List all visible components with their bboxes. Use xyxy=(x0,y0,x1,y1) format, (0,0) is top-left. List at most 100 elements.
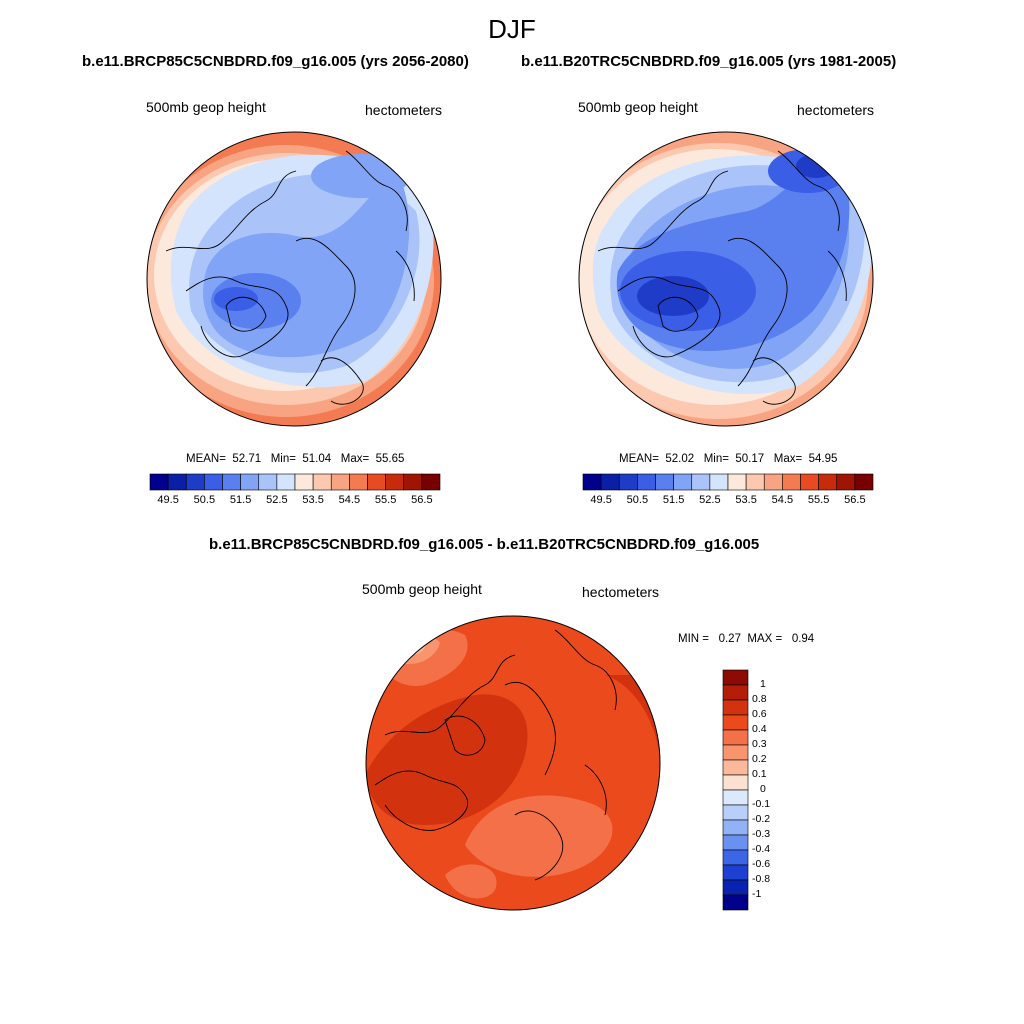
colorbar-swatch xyxy=(722,849,749,866)
colorbar-level-label: -0.3 xyxy=(752,828,771,840)
colorbar-swatch xyxy=(222,473,241,491)
colorbar-ticks-historical: 49.5 50.5 51.5 52.5 53.5 54.5 55.5 56.5 xyxy=(583,494,873,508)
colorbar-level-label: 0.6 xyxy=(752,708,767,720)
panel-title-future: b.e11.BRCP85C5CNBDRD.f09_g16.005 (yrs 20… xyxy=(82,53,469,70)
colorbar-tick-label: 53.5 xyxy=(735,494,757,506)
map-field-band xyxy=(395,633,425,656)
map-field-band xyxy=(366,694,528,825)
coastlines xyxy=(165,150,415,405)
colorbar-tick-label: 54.5 xyxy=(771,494,794,506)
mean-value: 52.02 xyxy=(665,453,695,465)
colorbar-level-label: 0.4 xyxy=(752,723,767,735)
colorbar-tick-label: 55.5 xyxy=(374,494,397,506)
colorbar-level-label: 1 xyxy=(760,678,766,690)
max-value: 54.95 xyxy=(808,453,838,465)
min-label: Min= xyxy=(270,453,296,465)
map-field-band xyxy=(311,154,411,198)
min-label: MIN = xyxy=(678,633,709,645)
colorbar-swatch xyxy=(722,699,749,716)
colorbar-tick-label: 49.5 xyxy=(590,494,612,506)
colorbar-swatch xyxy=(403,473,423,491)
colorbar-labels-difference: 1 0.8 0.6 0.4 0.3 0.2 0.1 0 -0.1 -0.2 -0.3 -0.4 -0.6… xyxy=(752,670,812,910)
colorbar-swatch xyxy=(149,473,169,491)
colorbar-level-label: -0.6 xyxy=(752,858,771,870)
mean-label: MEAN= xyxy=(186,453,226,465)
panel-units-label: hectometers xyxy=(365,102,443,118)
min-value: 50.17 xyxy=(735,453,765,465)
colorbar-swatch xyxy=(185,473,205,491)
colorbar-swatch xyxy=(722,834,749,851)
colorbar-level-label: -0.2 xyxy=(752,813,771,825)
colorbar-swatch xyxy=(836,473,856,491)
max-value: 0.94 xyxy=(791,633,815,645)
mean-value: 52.71 xyxy=(232,453,262,465)
colorbar-tick-label: 51.5 xyxy=(229,494,252,506)
colorbar-level-label: 0 xyxy=(760,783,766,795)
colorbar-swatch xyxy=(722,759,749,776)
map-field-band xyxy=(465,795,613,877)
mean-label: MEAN= xyxy=(619,453,659,465)
max-label: MAX = xyxy=(747,633,783,645)
panel-stats-future: MEAN= 52.71 Min= 51.04 Max= 55.65 xyxy=(186,453,404,465)
colorbar-historical xyxy=(582,473,874,491)
colorbar-swatch xyxy=(722,669,749,686)
polar-map-historical xyxy=(578,131,874,427)
colorbar-swatch xyxy=(167,473,187,491)
colorbar-tick-label: 52.5 xyxy=(266,494,288,506)
colorbar-future xyxy=(149,473,441,491)
colorbar-level-label: 0.3 xyxy=(752,738,767,750)
map-field-band xyxy=(637,276,709,316)
colorbar-tick-label: 51.5 xyxy=(662,494,685,506)
colorbar-swatch xyxy=(722,774,749,791)
colorbar-swatch xyxy=(240,473,260,491)
max-label: Max= xyxy=(340,453,370,465)
colorbar-swatch xyxy=(385,473,405,491)
polar-map-difference xyxy=(365,615,661,911)
colorbar-swatch xyxy=(854,473,874,491)
colorbar-swatch xyxy=(722,864,749,881)
colorbar-swatch xyxy=(655,473,674,491)
colorbar-tick-label: 54.5 xyxy=(338,494,361,506)
colorbar-swatch xyxy=(582,473,602,491)
colorbar-ticks-future: 49.5 50.5 51.5 52.5 53.5 54.5 55.5 56.5 xyxy=(150,494,440,508)
colorbar-level-label: -0.4 xyxy=(752,843,771,855)
colorbar-swatch xyxy=(618,473,638,491)
coastlines xyxy=(597,150,847,405)
figure-title: DJF xyxy=(488,14,536,44)
map-boundary xyxy=(578,131,874,427)
panel-variable-label: 500mb geop height xyxy=(578,99,698,115)
min-value: 0.27 xyxy=(718,633,741,645)
map-boundary xyxy=(365,615,661,911)
colorbar-swatch xyxy=(349,473,368,491)
panel-stats-difference: MIN = 0.27 MAX = 0.94 xyxy=(678,633,814,645)
colorbar-swatch xyxy=(722,684,749,701)
colorbar-swatch xyxy=(763,473,783,491)
panel-title-historical: b.e11.B20TRC5CNBDRD.f09_g16.005 (yrs 198… xyxy=(521,53,897,70)
colorbar-level-label: -0.1 xyxy=(752,798,771,810)
colorbar-swatch xyxy=(800,473,819,491)
colorbar-swatch xyxy=(709,473,729,491)
panel-stats-historical: MEAN= 52.02 Min= 50.17 Max= 54.95 xyxy=(619,453,837,465)
colorbar-level-label: -0.8 xyxy=(752,873,771,885)
map-field-band xyxy=(214,287,258,311)
colorbar-swatch xyxy=(312,473,332,491)
colorbar-swatch xyxy=(722,804,749,821)
colorbar-swatch xyxy=(722,789,749,806)
colorbar-level-label: 0.8 xyxy=(752,693,767,705)
colorbar-swatch xyxy=(276,473,296,491)
panel-units-label: hectometers xyxy=(797,102,875,118)
panel-variable-label: 500mb geop height xyxy=(146,99,266,115)
map-field-band xyxy=(366,815,660,910)
max-label: Max= xyxy=(773,453,803,465)
colorbar-swatch xyxy=(637,473,656,491)
panel-units-label: hectometers xyxy=(582,584,660,600)
panel-title-difference: b.e11.BRCP85C5CNBDRD.f09_g16.005 - b.e11… xyxy=(209,536,760,553)
colorbar-swatch xyxy=(782,473,801,491)
colorbar-swatch xyxy=(722,819,749,836)
colorbar-tick-label: 49.5 xyxy=(157,494,179,506)
colorbar-swatch xyxy=(258,473,278,491)
polar-map-future xyxy=(146,131,442,427)
colorbar-tick-label: 55.5 xyxy=(807,494,830,506)
colorbar-swatch xyxy=(600,473,620,491)
colorbar-swatch xyxy=(722,729,749,746)
